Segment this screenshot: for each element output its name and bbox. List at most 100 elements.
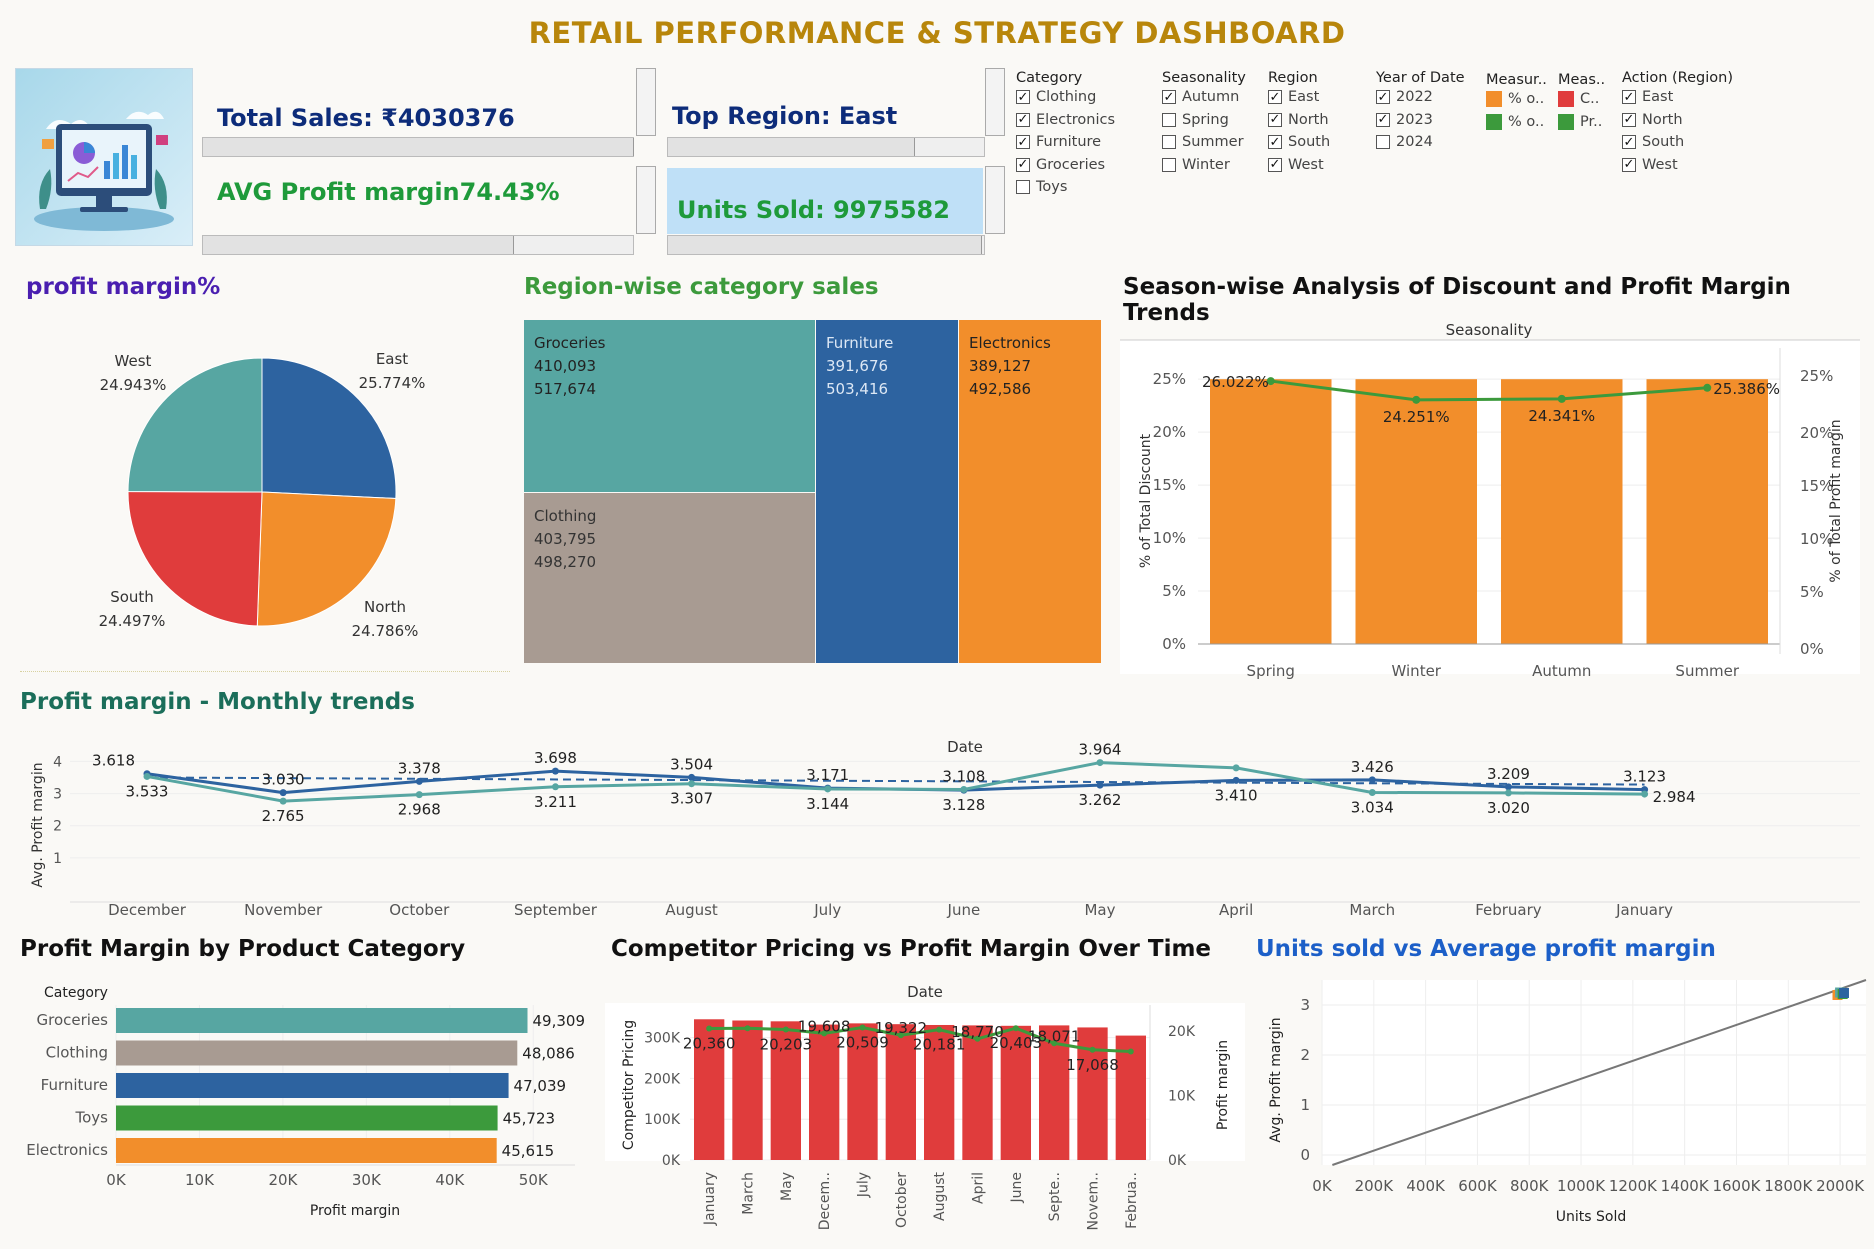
checkbox-checked-icon[interactable]: ✓	[1268, 157, 1282, 173]
checkbox-empty-icon[interactable]	[1016, 180, 1030, 195]
pricing-bar[interactable]	[1115, 1035, 1146, 1160]
filter-option[interactable]: ✓ 2023	[1376, 109, 1465, 132]
series-point[interactable]	[143, 772, 151, 780]
series-point[interactable]	[279, 789, 287, 797]
scatter-point[interactable]	[1838, 988, 1849, 998]
checkbox-checked-icon[interactable]: ✓	[1016, 134, 1030, 150]
filter-option[interactable]: ✓ West	[1622, 154, 1733, 177]
checkbox-checked-icon[interactable]: ✓	[1268, 112, 1282, 128]
profit-point[interactable]	[1051, 1040, 1058, 1047]
checkbox-checked-icon[interactable]: ✓	[1016, 157, 1030, 173]
category-bar[interactable]	[116, 1040, 518, 1066]
pie-slice[interactable]	[261, 357, 397, 500]
filter-option[interactable]: ✓ 2022	[1376, 86, 1465, 109]
treemap-cell[interactable]: Clothing 403,795 498,270	[524, 493, 815, 663]
series-point[interactable]	[415, 777, 423, 785]
profit-point[interactable]	[1266, 377, 1275, 386]
profit-point[interactable]	[897, 1032, 904, 1039]
pie-slice[interactable]	[256, 491, 397, 627]
profit-point[interactable]	[1089, 1046, 1096, 1053]
pricing-bar[interactable]	[809, 1024, 840, 1160]
filter-option[interactable]: ✓ Groceries	[1016, 154, 1115, 177]
pricing-bar[interactable]	[1000, 1025, 1031, 1160]
series-point[interactable]	[551, 783, 559, 791]
filter-option[interactable]: ✓ East	[1622, 86, 1733, 109]
series-point[interactable]	[1096, 781, 1104, 789]
checkbox-checked-icon[interactable]: ✓	[1622, 112, 1636, 128]
filter-option[interactable]: ✓ Clothing	[1016, 86, 1115, 109]
checkbox-checked-icon[interactable]: ✓	[1622, 134, 1636, 150]
profit-point[interactable]	[782, 1026, 789, 1033]
profit-point[interactable]	[936, 1026, 943, 1033]
legend-item[interactable]: % o..	[1486, 88, 1547, 111]
profit-point[interactable]	[859, 1024, 866, 1031]
pricing-bar[interactable]	[847, 1023, 878, 1160]
checkbox-checked-icon[interactable]: ✓	[1016, 112, 1030, 128]
series-point[interactable]	[1504, 789, 1512, 797]
season-bar[interactable]	[1355, 379, 1478, 644]
series-point[interactable]	[1504, 783, 1512, 791]
checkbox-checked-icon[interactable]: ✓	[1016, 89, 1030, 105]
profit-point[interactable]	[706, 1025, 713, 1032]
filter-option[interactable]: ✓ Furniture	[1016, 131, 1115, 154]
season-bar[interactable]	[1210, 379, 1332, 644]
profit-point[interactable]	[1703, 383, 1712, 392]
series-point[interactable]	[1096, 759, 1104, 767]
legend-item[interactable]: Pr..	[1558, 111, 1605, 134]
treemap-cell[interactable]: Furniture 391,676 503,416	[816, 320, 958, 663]
filter-option[interactable]: Summer	[1162, 131, 1246, 154]
treemap-cell[interactable]: Electronics 389,127 492,586	[959, 320, 1101, 663]
pricing-bar[interactable]	[962, 1025, 993, 1160]
legend-item[interactable]: % o..	[1486, 111, 1547, 134]
legend-item[interactable]: C..	[1558, 88, 1605, 111]
filter-option[interactable]: ✓ South	[1268, 131, 1330, 154]
profit-point[interactable]	[1012, 1025, 1019, 1032]
series-point[interactable]	[1368, 788, 1376, 796]
season-bar[interactable]	[1501, 379, 1623, 644]
checkbox-checked-icon[interactable]: ✓	[1268, 134, 1282, 150]
season-bar[interactable]	[1646, 379, 1769, 644]
checkbox-empty-icon[interactable]	[1376, 135, 1390, 150]
profit-point[interactable]	[974, 1035, 981, 1042]
profit-point[interactable]	[1557, 394, 1566, 403]
pricing-bar[interactable]	[770, 1021, 801, 1160]
filter-option[interactable]: ✓ Autumn	[1162, 86, 1246, 109]
pie-slice[interactable]	[127, 357, 263, 493]
series-point[interactable]	[1641, 790, 1649, 798]
filter-option[interactable]: ✓ North	[1268, 109, 1330, 132]
pricing-bar[interactable]	[885, 1024, 916, 1160]
series-point[interactable]	[688, 780, 696, 788]
profit-point[interactable]	[1412, 395, 1421, 404]
filter-option[interactable]: ✓ West	[1268, 154, 1330, 177]
category-bar[interactable]	[116, 1138, 497, 1163]
filter-option[interactable]: Toys	[1016, 176, 1115, 199]
profit-point[interactable]	[821, 1030, 828, 1037]
units-sold-scrollbar[interactable]	[985, 166, 1005, 234]
top-region-scrollbar[interactable]	[985, 68, 1005, 136]
profit-point[interactable]	[1127, 1048, 1134, 1055]
pricing-bar[interactable]	[694, 1019, 725, 1160]
filter-option[interactable]: ✓ Electronics	[1016, 109, 1115, 132]
series-point[interactable]	[1232, 776, 1240, 784]
avg-profit-scrollbar[interactable]	[636, 166, 656, 234]
series-point[interactable]	[415, 791, 423, 799]
category-bar[interactable]	[116, 1105, 498, 1131]
checkbox-empty-icon[interactable]	[1162, 135, 1176, 150]
pie-slice[interactable]	[127, 491, 263, 627]
treemap-cell[interactable]: Groceries 410,093 517,674	[524, 320, 815, 492]
checkbox-checked-icon[interactable]: ✓	[1376, 112, 1390, 128]
series-point[interactable]	[1232, 764, 1240, 772]
profit-point[interactable]	[744, 1025, 751, 1032]
pricing-bar[interactable]	[1039, 1025, 1070, 1160]
pricing-bar[interactable]	[732, 1020, 763, 1161]
checkbox-empty-icon[interactable]	[1162, 157, 1176, 172]
filter-option[interactable]: ✓ East	[1268, 86, 1330, 109]
filter-option[interactable]: Spring	[1162, 109, 1246, 132]
pricing-bar[interactable]	[924, 1024, 955, 1160]
series-point[interactable]	[688, 773, 696, 781]
checkbox-checked-icon[interactable]: ✓	[1622, 157, 1636, 173]
series-point[interactable]	[960, 785, 968, 793]
series-point[interactable]	[1368, 776, 1376, 784]
category-bar[interactable]	[116, 1073, 509, 1098]
filter-option[interactable]: Winter	[1162, 154, 1246, 177]
